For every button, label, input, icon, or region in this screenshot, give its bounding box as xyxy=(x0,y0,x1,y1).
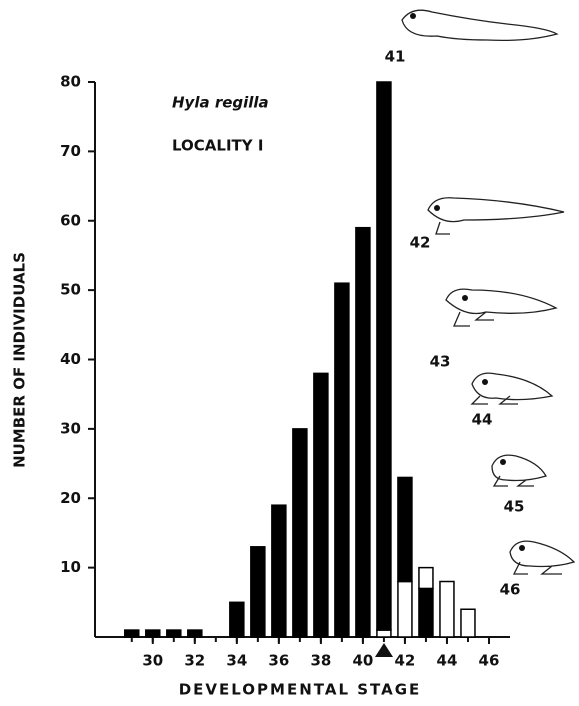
x-tick-label: 42 xyxy=(394,652,415,670)
y-tick-label: 60 xyxy=(60,211,81,229)
bar xyxy=(145,629,161,638)
x-tick-label: 34 xyxy=(226,652,247,670)
bar xyxy=(166,629,182,638)
illustrations xyxy=(401,9,576,575)
stage-annotation: 46 xyxy=(500,581,521,599)
y-tick-label: 20 xyxy=(60,489,81,507)
y-tick-label: 80 xyxy=(60,73,81,91)
x-tick-label: 46 xyxy=(479,652,500,670)
bar xyxy=(376,81,392,631)
bar xyxy=(334,282,350,638)
stage-annotation: 41 xyxy=(385,48,406,66)
bar xyxy=(376,629,392,638)
stage-annotation: 42 xyxy=(410,234,431,252)
bar xyxy=(439,580,455,638)
bar xyxy=(124,629,140,638)
arrow-marker xyxy=(375,643,393,657)
y-tick-label: 10 xyxy=(60,558,81,576)
x-tick-label: 38 xyxy=(310,652,331,670)
bar xyxy=(313,372,329,638)
bar xyxy=(355,226,371,638)
bar xyxy=(460,608,476,638)
y-tick-label: 50 xyxy=(60,281,81,299)
y-tick-label: 30 xyxy=(60,419,81,437)
bar xyxy=(187,629,203,638)
x-tick-label: 32 xyxy=(184,652,205,670)
bar xyxy=(271,504,287,638)
x-axis-label: DEVELOPMENTAL STAGE xyxy=(179,681,422,699)
bar xyxy=(418,566,434,590)
stage-annotation: 43 xyxy=(430,353,451,371)
species-label: Hyla regilla xyxy=(172,94,269,112)
bar xyxy=(229,601,245,638)
y-tick-label: 70 xyxy=(60,142,81,160)
locality-label: LOCALITY I xyxy=(172,137,263,155)
y-axis-label: NUMBER OF INDIVIDUALS xyxy=(11,252,29,468)
x-tick-label: 36 xyxy=(268,652,289,670)
x-tick-label: 40 xyxy=(352,652,373,670)
bar xyxy=(292,428,308,638)
x-tick-label: 44 xyxy=(437,652,458,670)
stage-annotation: 44 xyxy=(472,411,493,429)
y-tick-label: 40 xyxy=(60,350,81,368)
x-tick-label: 30 xyxy=(142,652,163,670)
stage-annotation: 45 xyxy=(504,498,525,516)
bar xyxy=(418,587,434,638)
bar xyxy=(397,580,413,638)
bar xyxy=(250,546,266,638)
bar xyxy=(397,476,413,583)
